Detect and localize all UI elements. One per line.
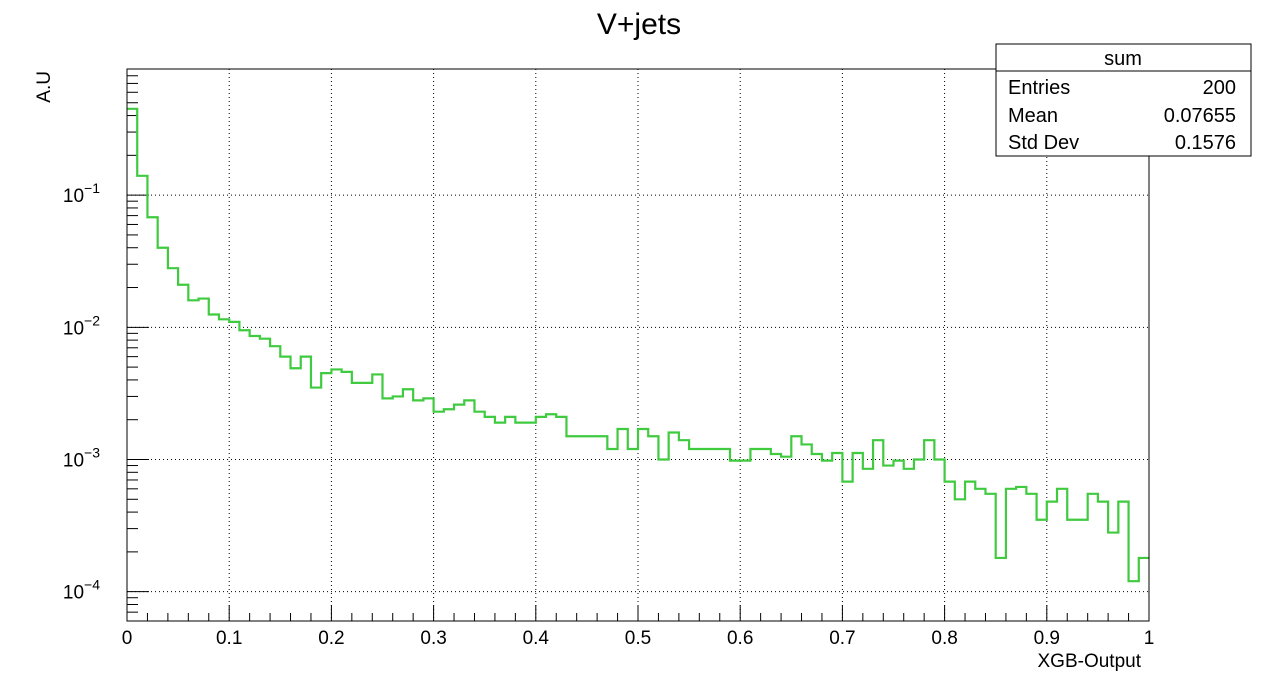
- x-tick-label: 0.3: [420, 628, 446, 649]
- stats-mean-value: 0.07655: [1164, 105, 1236, 127]
- y-tick-label: 10−3: [63, 444, 100, 471]
- stats-box-frame: [995, 43, 1252, 157]
- histogram-series: [127, 107, 1149, 583]
- chart-title: V+jets: [597, 8, 681, 41]
- x-tick-label: 0.2: [318, 628, 344, 649]
- y-tick-label: 10−1: [63, 180, 100, 207]
- grid-lines: [127, 69, 1149, 621]
- x-tick-label: 0.9: [1034, 628, 1060, 649]
- x-tick-label: 0.1: [216, 628, 242, 649]
- x-tick-label: 0.7: [829, 628, 855, 649]
- stats-stddev-value: 0.1576: [1175, 132, 1236, 154]
- stats-mean-label: Mean: [1008, 105, 1058, 127]
- y-tick-exponent: −3: [84, 444, 100, 460]
- y-tick-label: 10−2: [63, 312, 100, 339]
- x-tick-label: 1: [1144, 628, 1155, 649]
- y-tick-exponent: −2: [84, 312, 100, 328]
- x-tick-label: 0.4: [523, 628, 550, 649]
- stats-box: sum Entries 200 Mean 0.07655 Std Dev 0.1…: [995, 43, 1252, 157]
- stats-entries-value: 200: [1203, 77, 1236, 99]
- histogram-line: [127, 107, 1149, 583]
- x-tick-label: 0: [122, 628, 133, 649]
- x-tick-labels: 0 0.1 0.2 0.3 0.4 0.5 0.6 0.7 0.8 0.9 1: [122, 628, 1155, 649]
- y-tick-exponent: −4: [84, 577, 100, 593]
- x-tick-label: 0.8: [931, 628, 957, 649]
- plot-frame: [126, 68, 1150, 622]
- stats-box-title: sum: [1104, 48, 1142, 70]
- x-tick-label: 0.6: [727, 628, 753, 649]
- y-axis-label: A.U: [34, 71, 55, 103]
- y-tick-label: 10−4: [63, 577, 100, 604]
- y-tick-exponent: −1: [84, 180, 100, 196]
- stats-stddev-label: Std Dev: [1008, 132, 1079, 154]
- x-axis-label: XGB-Output: [1038, 651, 1142, 672]
- stats-entries-label: Entries: [1008, 77, 1070, 99]
- y-tick-labels: 10−1 10−2 10−3 10−4: [63, 180, 100, 604]
- x-tick-label: 0.5: [625, 628, 651, 649]
